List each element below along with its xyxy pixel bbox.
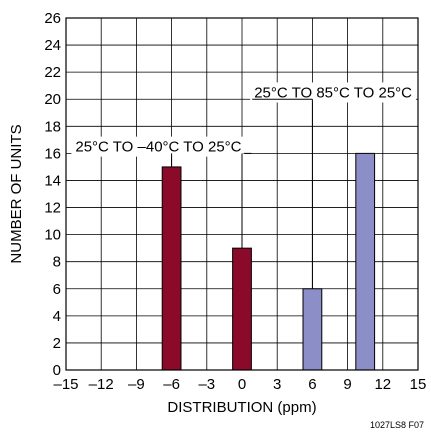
y-tick-label: 24: [44, 37, 61, 54]
x-tick-label: –9: [128, 376, 145, 393]
y-tick-label: 10: [44, 227, 61, 244]
x-tick-label: 0: [238, 376, 246, 393]
y-tick-label: 8: [53, 254, 61, 271]
x-tick-label: 9: [343, 376, 351, 393]
plot-frame: [65, 17, 419, 371]
bars: [161, 152, 376, 371]
y-tick-label: 26: [44, 10, 61, 27]
x-tick-label: –15: [53, 376, 78, 393]
y-axis-label: NUMBER OF UNITS: [8, 124, 25, 263]
annotation-hot-cycle: 25°C TO 85°C TO 25°C: [254, 84, 412, 101]
y-tick-label: 12: [44, 200, 61, 217]
annotation-background: [71, 136, 246, 157]
bar-cold-cycle: [161, 166, 182, 371]
y-tick-label: 2: [53, 335, 61, 352]
y-tick-label: 0: [53, 362, 61, 379]
annotation-background: [250, 82, 416, 103]
annotation-cold-cycle: 25°C TO –40°C TO 25°C: [75, 139, 241, 156]
figure-code: 1027LS8 F07: [370, 420, 424, 430]
y-tick-label: 20: [44, 91, 61, 108]
x-tick-label: –3: [198, 376, 215, 393]
y-tick-label: 6: [53, 281, 61, 298]
x-tick-label: –12: [89, 376, 114, 393]
annotations: 25°C TO –40°C TO 25°C 25°C TO 85°C TO 25°…: [71, 82, 416, 289]
x-tick-label: 3: [273, 376, 281, 393]
x-axis-label: DISTRIBUTION (ppm): [167, 399, 316, 416]
x-tick-label: 15: [410, 376, 427, 393]
x-tick-labels: –15 –12 –9 –6 –3 0 3 6 9 12 15: [53, 376, 426, 393]
y-tick-label: 16: [44, 145, 61, 162]
y-tick-label: 18: [44, 118, 61, 135]
bar-cold-cycle: [232, 247, 252, 371]
y-tick-label: 4: [53, 308, 61, 325]
y-tick-label: 22: [44, 64, 61, 81]
x-tick-label: –6: [163, 376, 180, 393]
bar-hot-cycle: [355, 152, 376, 371]
bar-hot-cycle: [302, 288, 323, 371]
x-tick-label: 12: [374, 376, 391, 393]
y-tick-label: 14: [44, 172, 61, 189]
x-tick-label: 6: [308, 376, 316, 393]
